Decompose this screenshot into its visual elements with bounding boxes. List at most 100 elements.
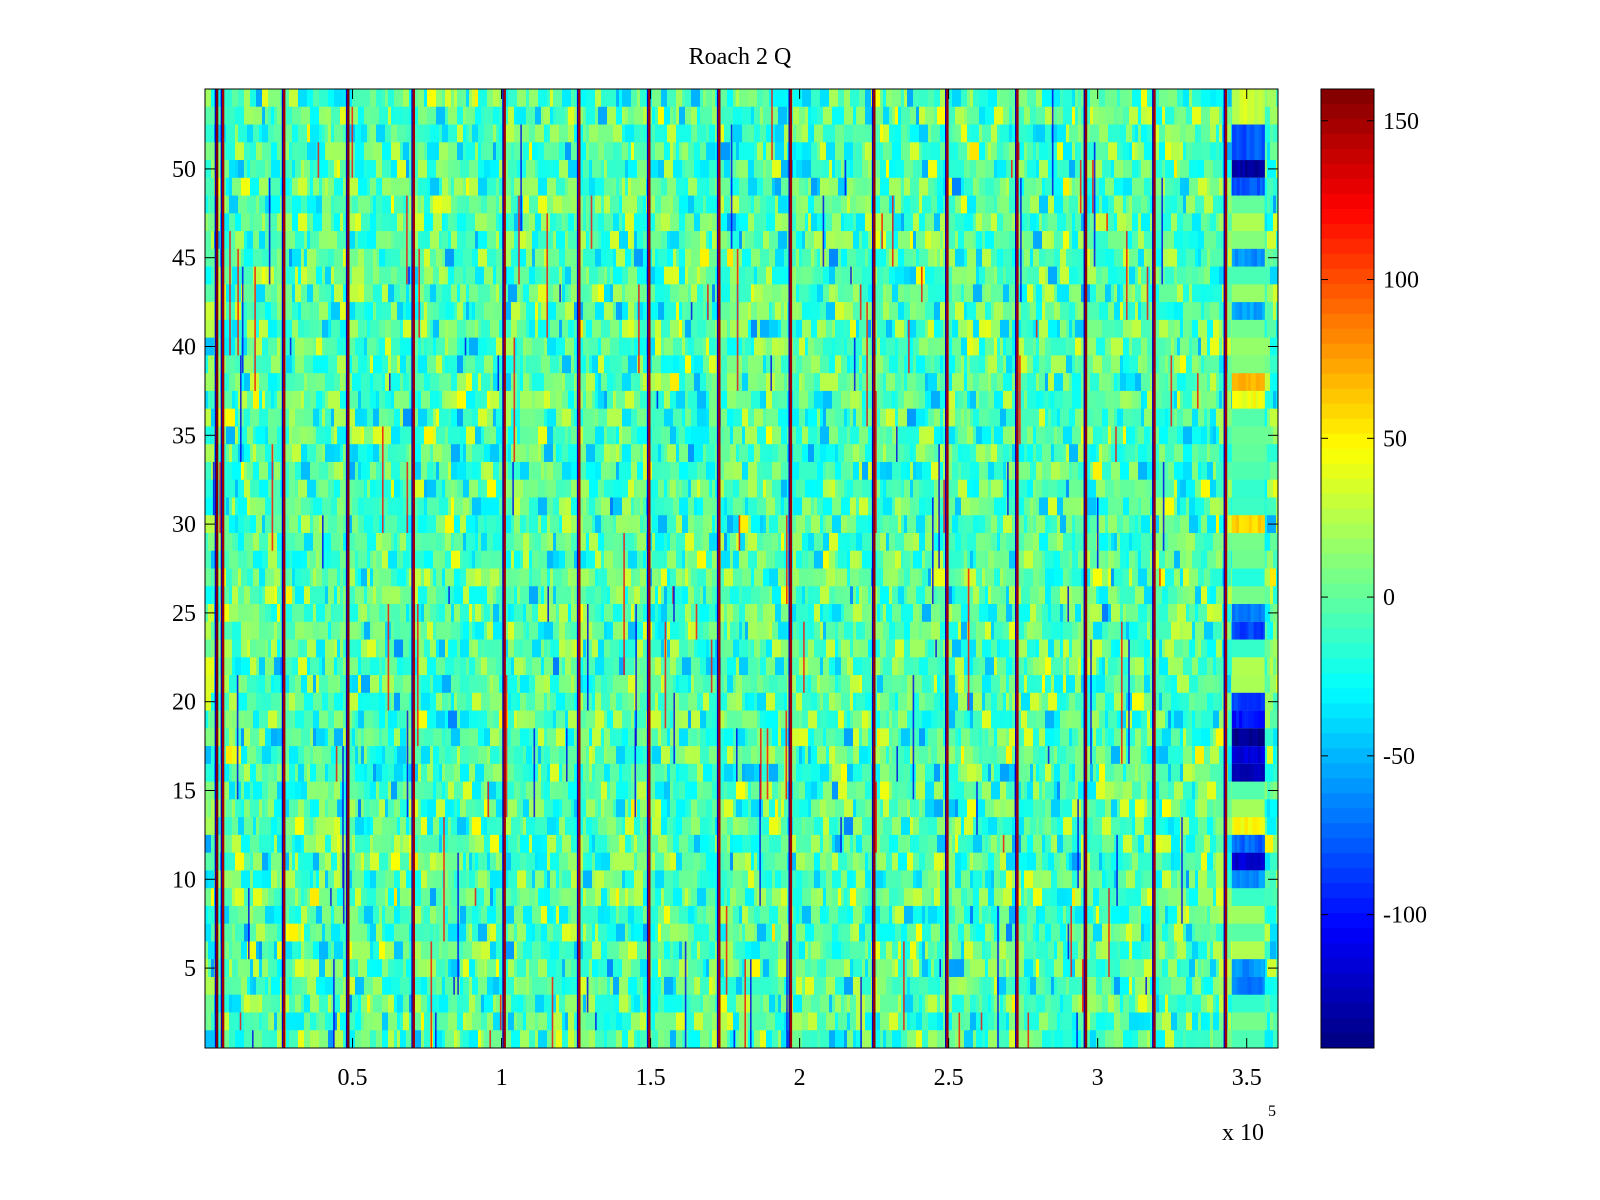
heatmap-cell xyxy=(802,195,809,214)
heatmap-cell xyxy=(754,337,764,356)
heatmap-cell xyxy=(1009,497,1016,516)
heatmap-cell xyxy=(895,195,902,214)
heatmap-cell xyxy=(445,248,455,267)
heatmap-cell xyxy=(955,124,962,143)
heatmap-cell xyxy=(319,319,323,339)
heatmap-cell xyxy=(805,550,809,569)
heatmap-cell xyxy=(235,248,239,267)
heatmap-cell xyxy=(271,355,281,374)
heatmap-cell xyxy=(499,177,506,196)
heatmap-cell xyxy=(829,479,833,498)
heatmap-cell xyxy=(1183,461,1193,481)
heatmap-cell xyxy=(592,426,596,445)
heatmap-cell xyxy=(1051,550,1055,569)
heatmap-cell xyxy=(1033,532,1040,552)
heatmap-cell xyxy=(889,160,896,179)
heatmap-cell xyxy=(670,231,680,250)
heatmap-cell xyxy=(874,142,884,161)
heatmap-cell xyxy=(1057,479,1067,498)
heatmap-cell xyxy=(973,550,977,569)
heatmap-cell xyxy=(1273,177,1279,196)
heatmap-cell xyxy=(913,550,923,569)
heatmap-cell xyxy=(799,408,806,427)
heatmap-cell xyxy=(553,426,557,445)
heatmap-cell xyxy=(895,532,905,552)
heatmap-cell xyxy=(811,355,821,374)
heatmap-cell xyxy=(817,284,824,303)
heatmap-cell xyxy=(517,337,524,356)
heatmap-cell xyxy=(679,231,686,250)
heatmap-cell xyxy=(454,177,464,196)
heatmap-cell xyxy=(940,213,947,232)
heatmap-cell xyxy=(853,231,860,250)
heatmap-cell xyxy=(1021,408,1028,427)
heatmap-cell xyxy=(337,515,344,534)
heatmap-cell xyxy=(748,177,758,196)
heatmap-cell xyxy=(406,302,413,321)
heatmap-cell xyxy=(370,213,377,232)
heatmap-cell xyxy=(766,497,776,516)
heatmap-cell xyxy=(1075,532,1085,552)
heatmap-cell xyxy=(631,248,635,267)
heatmap-cell xyxy=(754,266,758,285)
heatmap-cell xyxy=(916,302,926,321)
heatmap-cell xyxy=(598,89,602,108)
heatmap-cell xyxy=(775,248,785,267)
heatmap-cell xyxy=(580,479,590,498)
heatmap-cell xyxy=(829,89,839,108)
heatmap-cell xyxy=(391,532,395,552)
heatmap-cell xyxy=(511,461,521,481)
heatmap-cell xyxy=(538,373,545,392)
heatmap-cell xyxy=(655,266,665,285)
heatmap-cell xyxy=(553,106,557,125)
heatmap-cell xyxy=(649,177,659,196)
heatmap-cell xyxy=(571,426,578,445)
heatmap-cell xyxy=(1123,302,1127,321)
heatmap-cell xyxy=(1267,89,1277,108)
heatmap-cell xyxy=(1156,89,1160,108)
heatmap-cell xyxy=(814,550,824,569)
heatmap-cell xyxy=(1189,177,1199,196)
heatmap-cell xyxy=(358,124,362,143)
heatmap-cell xyxy=(430,373,440,392)
heatmap-cell xyxy=(1099,177,1106,196)
heatmap-cell xyxy=(484,266,494,285)
heatmap-cell xyxy=(733,461,743,481)
heatmap-cell xyxy=(1156,444,1160,463)
heatmap-cell xyxy=(568,390,575,410)
heatmap-cell xyxy=(235,337,239,356)
heatmap-cell xyxy=(241,568,248,587)
heatmap-cell xyxy=(355,160,365,179)
heatmap-cell xyxy=(709,479,713,498)
heatmap-cell xyxy=(772,142,776,161)
heatmap-cell xyxy=(436,479,443,498)
heatmap-cell xyxy=(982,284,986,303)
heatmap-cell xyxy=(508,160,518,179)
heatmap-cell xyxy=(874,124,881,143)
heatmap-cell xyxy=(670,568,677,587)
heatmap-cell xyxy=(1069,373,1073,392)
heatmap-cell xyxy=(949,213,956,232)
heatmap-cell xyxy=(877,515,881,534)
heatmap-cell xyxy=(844,106,854,125)
heatmap-cell xyxy=(520,497,530,516)
heatmap-cell xyxy=(1207,408,1211,427)
heatmap-cell xyxy=(949,515,953,534)
heatmap-cell xyxy=(1048,266,1058,285)
heatmap-cell xyxy=(598,337,602,356)
heatmap-cell xyxy=(601,461,611,481)
heatmap-cell xyxy=(934,426,941,445)
heatmap-cell xyxy=(283,479,290,498)
heatmap-cell xyxy=(340,373,344,392)
heatmap-cell xyxy=(1150,124,1154,143)
heatmap-cell xyxy=(445,355,449,374)
heatmap-cell xyxy=(370,355,374,374)
heatmap-cell xyxy=(1270,461,1277,481)
heatmap-cell xyxy=(1003,337,1007,356)
heatmap-cell xyxy=(679,355,686,374)
heatmap-cell xyxy=(568,337,575,356)
heatmap-cell xyxy=(1006,160,1013,179)
heatmap-cell xyxy=(1138,461,1148,481)
heatmap-cell xyxy=(274,124,284,143)
